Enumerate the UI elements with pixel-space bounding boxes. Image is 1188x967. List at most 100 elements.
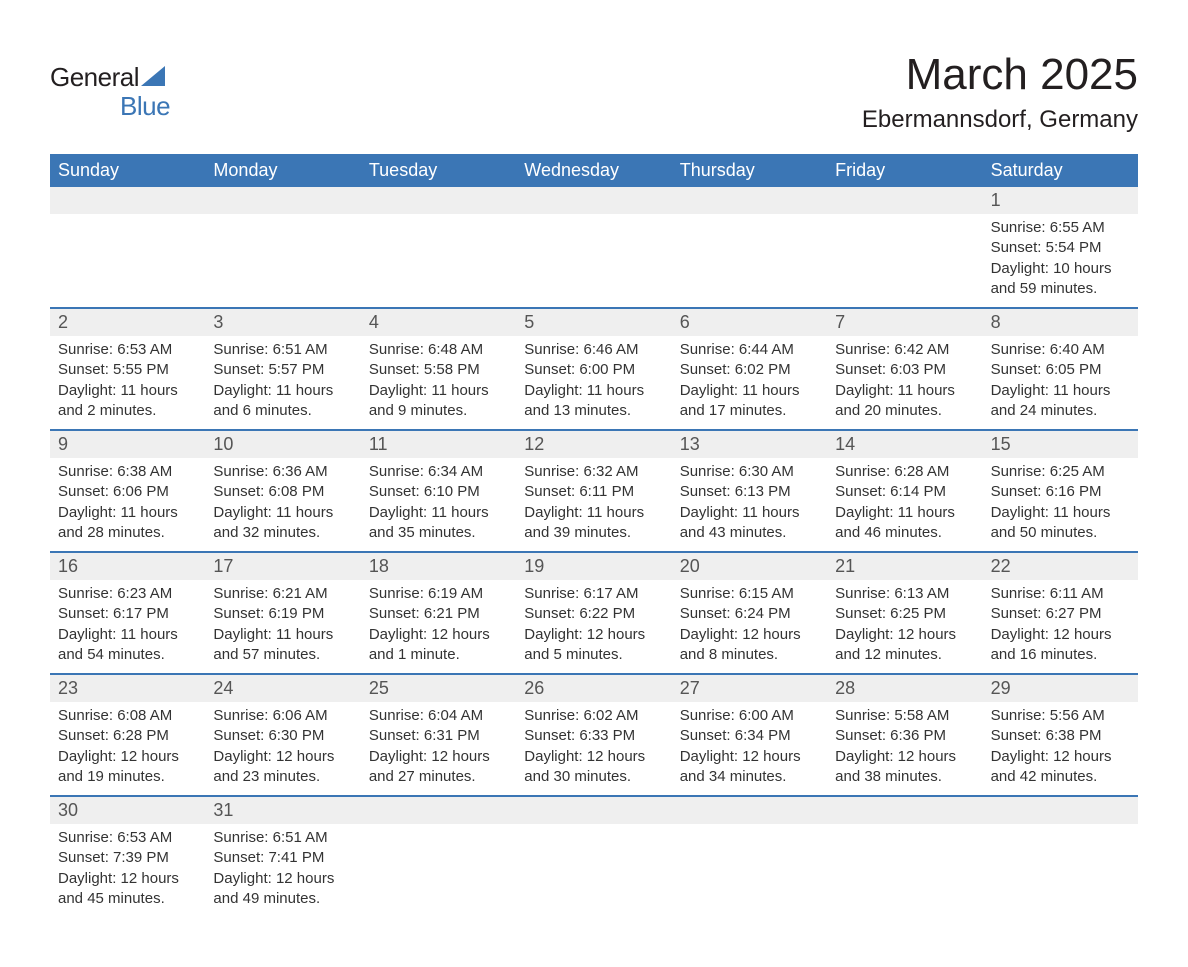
header: General Blue March 2025 Ebermannsdorf, G…: [50, 50, 1138, 134]
data-row: Sunrise: 6:23 AMSunset: 6:17 PMDaylight:…: [50, 580, 1138, 673]
day-number: [516, 187, 671, 214]
sunrise-text: Sunrise: 6:17 AM: [524, 584, 663, 604]
day-number: 11: [361, 431, 516, 458]
day-number: 3: [205, 309, 360, 336]
day1-text: Daylight: 11 hours: [524, 503, 663, 523]
day-cell: Sunrise: 6:15 AMSunset: 6:24 PMDaylight:…: [672, 580, 827, 673]
day1-text: Daylight: 11 hours: [991, 381, 1130, 401]
sunrise-text: Sunrise: 6:30 AM: [680, 462, 819, 482]
day-header-friday: Friday: [827, 154, 982, 187]
day-number: 30: [50, 797, 205, 824]
day-cell: Sunrise: 6:30 AMSunset: 6:13 PMDaylight:…: [672, 458, 827, 551]
sunset-text: Sunset: 6:11 PM: [524, 482, 663, 502]
sunrise-text: Sunrise: 6:53 AM: [58, 828, 197, 848]
day-number: 18: [361, 553, 516, 580]
day2-text: and 45 minutes.: [58, 889, 197, 909]
day2-text: and 19 minutes.: [58, 767, 197, 787]
day1-text: Daylight: 11 hours: [58, 503, 197, 523]
data-row: Sunrise: 6:38 AMSunset: 6:06 PMDaylight:…: [50, 458, 1138, 551]
sunset-text: Sunset: 6:33 PM: [524, 726, 663, 746]
day-header-sunday: Sunday: [50, 154, 205, 187]
day-number: 10: [205, 431, 360, 458]
day2-text: and 2 minutes.: [58, 401, 197, 421]
day2-text: and 17 minutes.: [680, 401, 819, 421]
day1-text: Daylight: 12 hours: [680, 747, 819, 767]
daynum-row: 23242526272829: [50, 673, 1138, 702]
daynum-row: 16171819202122: [50, 551, 1138, 580]
day-cell: [672, 214, 827, 307]
day-number: 27: [672, 675, 827, 702]
logo-text-blue: Blue: [120, 91, 170, 122]
day-number: 9: [50, 431, 205, 458]
day-cell: Sunrise: 5:56 AMSunset: 6:38 PMDaylight:…: [983, 702, 1138, 795]
day-number: [983, 797, 1138, 824]
sunset-text: Sunset: 6:10 PM: [369, 482, 508, 502]
day-number: 21: [827, 553, 982, 580]
day-cell: Sunrise: 6:25 AMSunset: 6:16 PMDaylight:…: [983, 458, 1138, 551]
day-number: [827, 797, 982, 824]
day2-text: and 23 minutes.: [213, 767, 352, 787]
day2-text: and 6 minutes.: [213, 401, 352, 421]
day1-text: Daylight: 11 hours: [524, 381, 663, 401]
sunset-text: Sunset: 5:55 PM: [58, 360, 197, 380]
day-cell: Sunrise: 6:51 AMSunset: 7:41 PMDaylight:…: [205, 824, 360, 917]
location-label: Ebermannsdorf, Germany: [862, 106, 1138, 134]
day-cell: [827, 824, 982, 917]
day2-text: and 13 minutes.: [524, 401, 663, 421]
day-cell: [827, 214, 982, 307]
logo: General Blue: [50, 50, 170, 122]
sunrise-text: Sunrise: 6:40 AM: [991, 340, 1130, 360]
day-number: 4: [361, 309, 516, 336]
logo-text-general: General: [50, 62, 139, 93]
sunrise-text: Sunrise: 6:55 AM: [991, 218, 1130, 238]
day2-text: and 8 minutes.: [680, 645, 819, 665]
day1-text: Daylight: 12 hours: [524, 625, 663, 645]
sunset-text: Sunset: 6:34 PM: [680, 726, 819, 746]
day1-text: Daylight: 11 hours: [213, 625, 352, 645]
day2-text: and 39 minutes.: [524, 523, 663, 543]
sunrise-text: Sunrise: 6:00 AM: [680, 706, 819, 726]
day-cell: [983, 824, 1138, 917]
sunset-text: Sunset: 6:16 PM: [991, 482, 1130, 502]
day2-text: and 46 minutes.: [835, 523, 974, 543]
day-cell: Sunrise: 6:53 AMSunset: 5:55 PMDaylight:…: [50, 336, 205, 429]
day-number: 7: [827, 309, 982, 336]
day-number: 15: [983, 431, 1138, 458]
sunset-text: Sunset: 6:38 PM: [991, 726, 1130, 746]
day-header-monday: Monday: [205, 154, 360, 187]
calendar: Sunday Monday Tuesday Wednesday Thursday…: [50, 154, 1138, 917]
sunset-text: Sunset: 6:05 PM: [991, 360, 1130, 380]
day-number: [361, 797, 516, 824]
day-cell: Sunrise: 6:44 AMSunset: 6:02 PMDaylight:…: [672, 336, 827, 429]
data-row: Sunrise: 6:55 AMSunset: 5:54 PMDaylight:…: [50, 214, 1138, 307]
day2-text: and 20 minutes.: [835, 401, 974, 421]
day-cell: Sunrise: 6:42 AMSunset: 6:03 PMDaylight:…: [827, 336, 982, 429]
day1-text: Daylight: 12 hours: [991, 625, 1130, 645]
data-row: Sunrise: 6:08 AMSunset: 6:28 PMDaylight:…: [50, 702, 1138, 795]
day2-text: and 28 minutes.: [58, 523, 197, 543]
sunrise-text: Sunrise: 6:51 AM: [213, 828, 352, 848]
day1-text: Daylight: 12 hours: [835, 625, 974, 645]
sunset-text: Sunset: 5:54 PM: [991, 238, 1130, 258]
sunset-text: Sunset: 6:31 PM: [369, 726, 508, 746]
daynum-row: 2345678: [50, 307, 1138, 336]
day-header-wednesday: Wednesday: [516, 154, 671, 187]
day-cell: Sunrise: 6:21 AMSunset: 6:19 PMDaylight:…: [205, 580, 360, 673]
sunrise-text: Sunrise: 6:48 AM: [369, 340, 508, 360]
day-number: [205, 187, 360, 214]
sunset-text: Sunset: 6:24 PM: [680, 604, 819, 624]
day2-text: and 32 minutes.: [213, 523, 352, 543]
sunset-text: Sunset: 6:28 PM: [58, 726, 197, 746]
day2-text: and 59 minutes.: [991, 279, 1130, 299]
sunset-text: Sunset: 7:41 PM: [213, 848, 352, 868]
day-cell: Sunrise: 6:23 AMSunset: 6:17 PMDaylight:…: [50, 580, 205, 673]
day1-text: Daylight: 11 hours: [58, 381, 197, 401]
day-header-thursday: Thursday: [672, 154, 827, 187]
sunset-text: Sunset: 6:03 PM: [835, 360, 974, 380]
day1-text: Daylight: 11 hours: [680, 381, 819, 401]
sunrise-text: Sunrise: 6:53 AM: [58, 340, 197, 360]
day-cell: Sunrise: 6:55 AMSunset: 5:54 PMDaylight:…: [983, 214, 1138, 307]
day-number: 20: [672, 553, 827, 580]
day-number: 16: [50, 553, 205, 580]
sunrise-text: Sunrise: 6:34 AM: [369, 462, 508, 482]
